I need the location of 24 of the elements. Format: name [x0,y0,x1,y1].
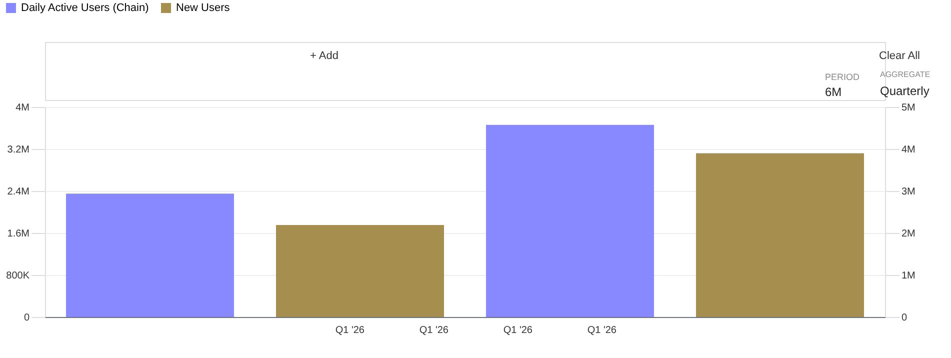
y-tick-label: 3.2M [7,144,30,156]
y-tick-label: 800K [6,270,30,282]
y-tick-label: 0 [24,312,30,324]
text: Q1 '26 [587,325,617,336]
y2-tick-label: 4M [902,144,916,156]
text: AGGREGATE [880,70,930,79]
y-tick-label: 4M [16,102,30,114]
legend-label: New Users [176,2,230,14]
text: Clear All [879,50,920,62]
y2-tick-label: 2M [902,228,916,240]
y2-tick-label: 1M [902,270,916,282]
y2-tick-label: 3M [902,186,916,198]
y-tick-label: 1.6M [7,228,30,240]
text: Q1 '26 [335,325,365,336]
y-tick-label: 2.4M [7,186,30,198]
text: + Add [310,50,338,62]
y2-tick-label: 0 [902,312,908,324]
legend-label: Daily Active Users (Chain) [21,2,149,14]
text: 6M [825,85,842,99]
text: Q1 '26 [503,325,533,336]
text: Q1 '26 [419,325,449,336]
y2-tick-label: 5M [902,102,916,114]
text: PERIOD [825,72,860,82]
text: Quarterly [880,84,930,98]
